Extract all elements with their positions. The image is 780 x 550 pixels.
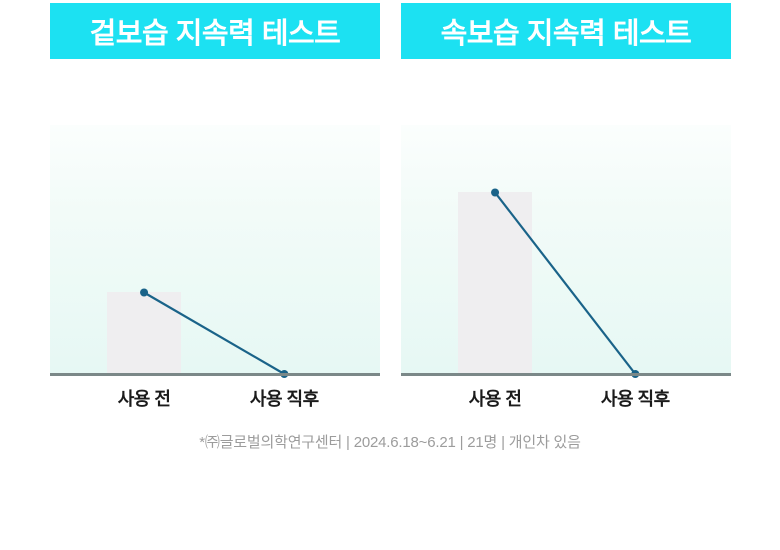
x-tick-label-before-use: 사용 전 [468, 389, 522, 409]
chart-panel-inner-moisture: 속보습 지속력 테스트 사용 전 사용 직후 [401, 0, 731, 430]
plot-area [50, 125, 380, 378]
chart-title-banner: 겉보습 지속력 테스트 [50, 3, 380, 59]
plot-area [401, 125, 731, 378]
x-tick-label-after-use: 사용 직후 [600, 389, 670, 409]
trend-line-series [491, 188, 640, 378]
x-tick-labels: 사용 전 사용 직후 [401, 385, 731, 411]
x-tick-label-after-use: 사용 직후 [249, 389, 319, 409]
x-axis-line [401, 373, 731, 376]
chart-title-banner: 속보습 지속력 테스트 [401, 3, 731, 59]
trend-line-series [140, 288, 289, 378]
chart-title: 속보습 지속력 테스트 [440, 18, 692, 50]
x-tick-labels: 사용 전 사용 직후 [50, 385, 380, 411]
bar-before-use [458, 192, 533, 375]
x-tick-label-before-use: 사용 전 [117, 389, 171, 409]
chart-title: 겉보습 지속력 테스트 [89, 18, 341, 50]
footnote: *㈜글로벌의학연구센터 | 2024.6.18~6.21 | 21명 | 개인차… [199, 434, 581, 451]
chart-panel-outer-moisture: 겉보습 지속력 테스트 사용 전 사용 직후 [50, 0, 380, 430]
x-axis-line [50, 373, 380, 376]
